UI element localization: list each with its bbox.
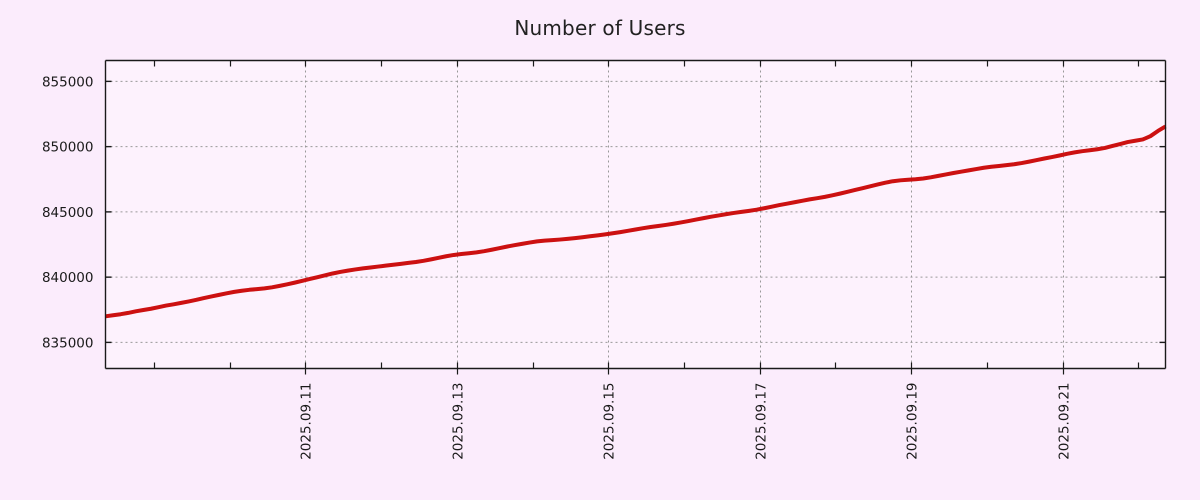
x-tick-label: 2025.09.11 (299, 383, 315, 460)
y-tick-label: 855000 (42, 74, 94, 90)
x-axis-tick-labels: 2025.09.11 2025.09.13 2025.09.15 2025.09.17… (299, 383, 1073, 460)
tick-marks (105, 60, 1166, 375)
y-tick-label: 835000 (42, 335, 94, 351)
series-line (105, 124, 1167, 319)
axes (104, 59, 1167, 370)
x-tick-label: 2025.09.21 (1057, 383, 1073, 460)
y-tick-label: 845000 (42, 205, 94, 221)
grid-lines (105, 60, 1166, 369)
y-tick-label: 840000 (42, 270, 94, 286)
x-tick-label: 2025.09.17 (754, 383, 770, 460)
y-tick-label: 850000 (42, 140, 94, 156)
y-axis-tick-labels: 835000 840000 845000 850000 855000 (42, 74, 94, 351)
x-tick-label: 2025.09.15 (602, 383, 618, 460)
plot-background (105, 60, 1166, 369)
x-tick-label: 2025.09.19 (905, 383, 921, 460)
data-line-number-of-users (105, 124, 1167, 319)
x-tick-label: 2025.09.13 (451, 383, 467, 460)
chart-title: Number of Users (514, 16, 686, 40)
